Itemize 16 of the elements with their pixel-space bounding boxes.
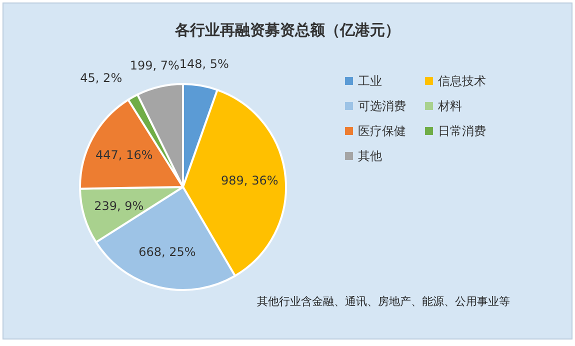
data-label: 148, 5% xyxy=(179,56,229,71)
data-label: 989, 36% xyxy=(221,174,278,188)
chart-title: 各行业再融资募资总额（亿港元） xyxy=(174,21,400,39)
text: 其他行业含金融、通讯、房地产、能源、公用事业等 xyxy=(257,295,510,308)
data-label: 668, 25% xyxy=(138,245,196,260)
data-label: 45, 2% xyxy=(80,70,122,85)
legend-label: 工业 xyxy=(358,74,382,88)
legend-label: 医疗保健 xyxy=(358,124,406,138)
legend-label: 日常消费 xyxy=(438,124,486,138)
data-label: 199, 7% xyxy=(130,58,180,72)
legend-label: 信息技术 xyxy=(438,74,486,88)
data-label: 447, 16% xyxy=(96,148,153,162)
legend-label: 其他 xyxy=(358,149,382,163)
data-label: 239, 9% xyxy=(94,199,144,214)
legend-label: 可选消费 xyxy=(358,99,406,113)
legend-label: 材料 xyxy=(437,99,462,113)
